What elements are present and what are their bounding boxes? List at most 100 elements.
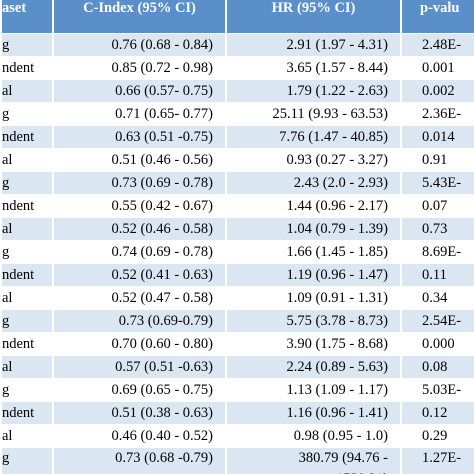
cell-text: 0.014 (422, 128, 455, 145)
table-cell: 0.07 (400, 194, 474, 218)
cell-text: 0.51 (0.46 - 0.56) (111, 151, 214, 168)
table-cell: 7.76 (1.47 - 40.85) (225, 125, 402, 149)
table-cell: al (0, 148, 54, 172)
table-cell: ndent (0, 194, 54, 218)
table-cell: ndent (0, 56, 54, 80)
cell-text: g (2, 450, 10, 466)
table-cell: 8.69E- (400, 240, 474, 264)
table-row: al 0.52 (0.47 - 0.58) 1.09 (0.91 - 1.31) 0.… (0, 286, 474, 310)
cell-text: 0.57 (0.51 -0.63) (115, 358, 213, 375)
table-row: ndent 0.52 (0.41 - 0.63) 1.19 (0.96 - 1.47… (0, 263, 474, 287)
cell-text: 2.91 (1.97 - 4.31) (286, 36, 389, 53)
cell-text: 0.73 (0.68 -0.79) (115, 450, 213, 466)
table-cell: al (0, 217, 54, 241)
cell-text: 0.08 (422, 358, 448, 375)
table-cell: 1.27E- (400, 447, 474, 474)
cell-text: 0.73 (422, 220, 448, 237)
table-cell: 0.76 (0.68 - 0.84) (52, 33, 227, 57)
cell-text: 0.76 (0.68 - 0.84) (111, 36, 214, 53)
cell-text: g (2, 243, 10, 260)
cell-text: 1.79 (1.22 - 2.63) (286, 82, 389, 99)
table-row: ndent 0.51 (0.38 - 0.63) 1.16 (0.96 - 1.41… (0, 401, 474, 425)
table-row: ndent 0.55 (0.42 - 0.67) 1.44 (0.96 - 2.17… (0, 194, 474, 218)
cell-text: 5.43E- (422, 174, 462, 191)
cell-text: 0.11 (422, 266, 447, 283)
table-row: g 0.69 (0.65 - 0.75) 1.13 (1.09 - 1.17) 5.0… (0, 378, 474, 402)
cell-text: 0.46 (0.40 - 0.52) (111, 427, 214, 444)
table-cell: 380.79 (94.76 - 1530.21) (225, 447, 402, 474)
cell-text: 0.001 (422, 59, 455, 76)
table-cell: 5.03E- (400, 378, 474, 402)
cell-text: al (2, 220, 13, 237)
table-cell: 0.98 (0.95 - 1.0) (225, 424, 402, 448)
table-row: g 0.74 (0.69 - 0.78) 1.66 (1.45 - 1.85) 8.6… (0, 240, 474, 264)
cell-text: 5.75 (3.78 - 8.73) (286, 312, 389, 329)
cell-text: 1.16 (0.96 - 1.41) (286, 404, 389, 421)
table-cell: al (0, 355, 54, 379)
table-cell: 25.11 (9.93 - 63.53) (225, 102, 402, 126)
table-cell: 0.52 (0.46 - 0.58) (52, 217, 227, 241)
table-cell: al (0, 286, 54, 310)
table-cell: ndent (0, 125, 54, 149)
table-cell: 0.002 (400, 79, 474, 103)
cell-text: 3.90 (1.75 - 8.68) (286, 335, 389, 352)
table-cell: 0.52 (0.47 - 0.58) (52, 286, 227, 310)
cell-text: 7.76 (1.47 - 40.85) (279, 128, 388, 145)
cell-text: 0.52 (0.41 - 0.63) (111, 266, 214, 283)
cell-text: 1.09 (0.91 - 1.31) (286, 289, 389, 306)
table-cell: ndent (0, 263, 54, 287)
cell-text: 3.65 (1.57 - 8.44) (286, 59, 389, 76)
table-cell: 0.66 (0.57- 0.75) (52, 79, 227, 103)
cell-text: 2.48E- (422, 36, 462, 53)
cell-text: ndent (2, 404, 35, 421)
table-cell: 0.73 (0.69 - 0.78) (52, 171, 227, 195)
cell-text: al (2, 151, 13, 168)
cell-text: 0.12 (422, 404, 448, 421)
table-cell: 0.11 (400, 263, 474, 287)
table-cell: al (0, 79, 54, 103)
cell-text: 0.71 (0.65- 0.77) (115, 105, 213, 122)
cell-text: 0.91 (422, 151, 448, 168)
table-cell: 0.70 (0.60 - 0.80) (52, 332, 227, 356)
cell-text: 0.34 (422, 289, 448, 306)
table-cell: 5.43E- (400, 171, 474, 195)
table-row: al 0.66 (0.57- 0.75) 1.79 (1.22 - 2.63) 0.0… (0, 79, 474, 103)
cell-text: 0.74 (0.69 - 0.78) (111, 243, 214, 260)
table-cell: g (0, 309, 54, 333)
table-cell: 0.85 (0.72 - 0.98) (52, 56, 227, 80)
table-cell: 0.69 (0.65 - 0.75) (52, 378, 227, 402)
table-cell: g (0, 171, 54, 195)
header-cell: p-valu (400, 0, 474, 34)
cell-text: 5.03E- (422, 381, 462, 398)
cell-text: 0.85 (0.72 - 0.98) (111, 59, 214, 76)
cell-text: 0.73 (0.69-0.79) (118, 312, 213, 329)
cell-text: 2.36E- (422, 105, 462, 122)
table-cell: 2.36E- (400, 102, 474, 126)
table-cell: 0.55 (0.42 - 0.67) (52, 194, 227, 218)
cell-text: 0.69 (0.65 - 0.75) (111, 381, 214, 398)
table-row: al 0.46 (0.40 - 0.52) 0.98 (0.95 - 1.0) 0.2… (0, 424, 474, 448)
cell-text: al (2, 82, 13, 99)
cell-text: 0.55 (0.42 - 0.67) (111, 197, 214, 214)
table-cell: 0.001 (400, 56, 474, 80)
table-cell: 3.90 (1.75 - 8.68) (225, 332, 402, 356)
cell-text: al (2, 427, 13, 444)
cell-text: ndent (2, 59, 35, 76)
table-cell: 1.66 (1.45 - 1.85) (225, 240, 402, 264)
cell-text: ndent (2, 266, 35, 283)
cell-text: 1.04 (0.79 - 1.39) (286, 220, 389, 237)
table-cell: 0.014 (400, 125, 474, 149)
table-cell: g (0, 33, 54, 57)
cell-text: 8.69E- (422, 243, 462, 260)
table-cell: 1.79 (1.22 - 2.63) (225, 79, 402, 103)
table-row: ndent 0.63 (0.51 -0.75) 7.76 (1.47 - 40.85… (0, 125, 474, 149)
cell-text: 0.93 (0.27 - 3.27) (286, 151, 389, 168)
table-cell: 0.63 (0.51 -0.75) (52, 125, 227, 149)
table-cell: 0.29 (400, 424, 474, 448)
table-cell: g (0, 447, 54, 474)
cell-text: 2.43 (2.0 - 2.93) (293, 174, 388, 191)
table-cell: g (0, 378, 54, 402)
table-cell: 1.04 (0.79 - 1.39) (225, 217, 402, 241)
table-cell: 2.43 (2.0 - 2.93) (225, 171, 402, 195)
